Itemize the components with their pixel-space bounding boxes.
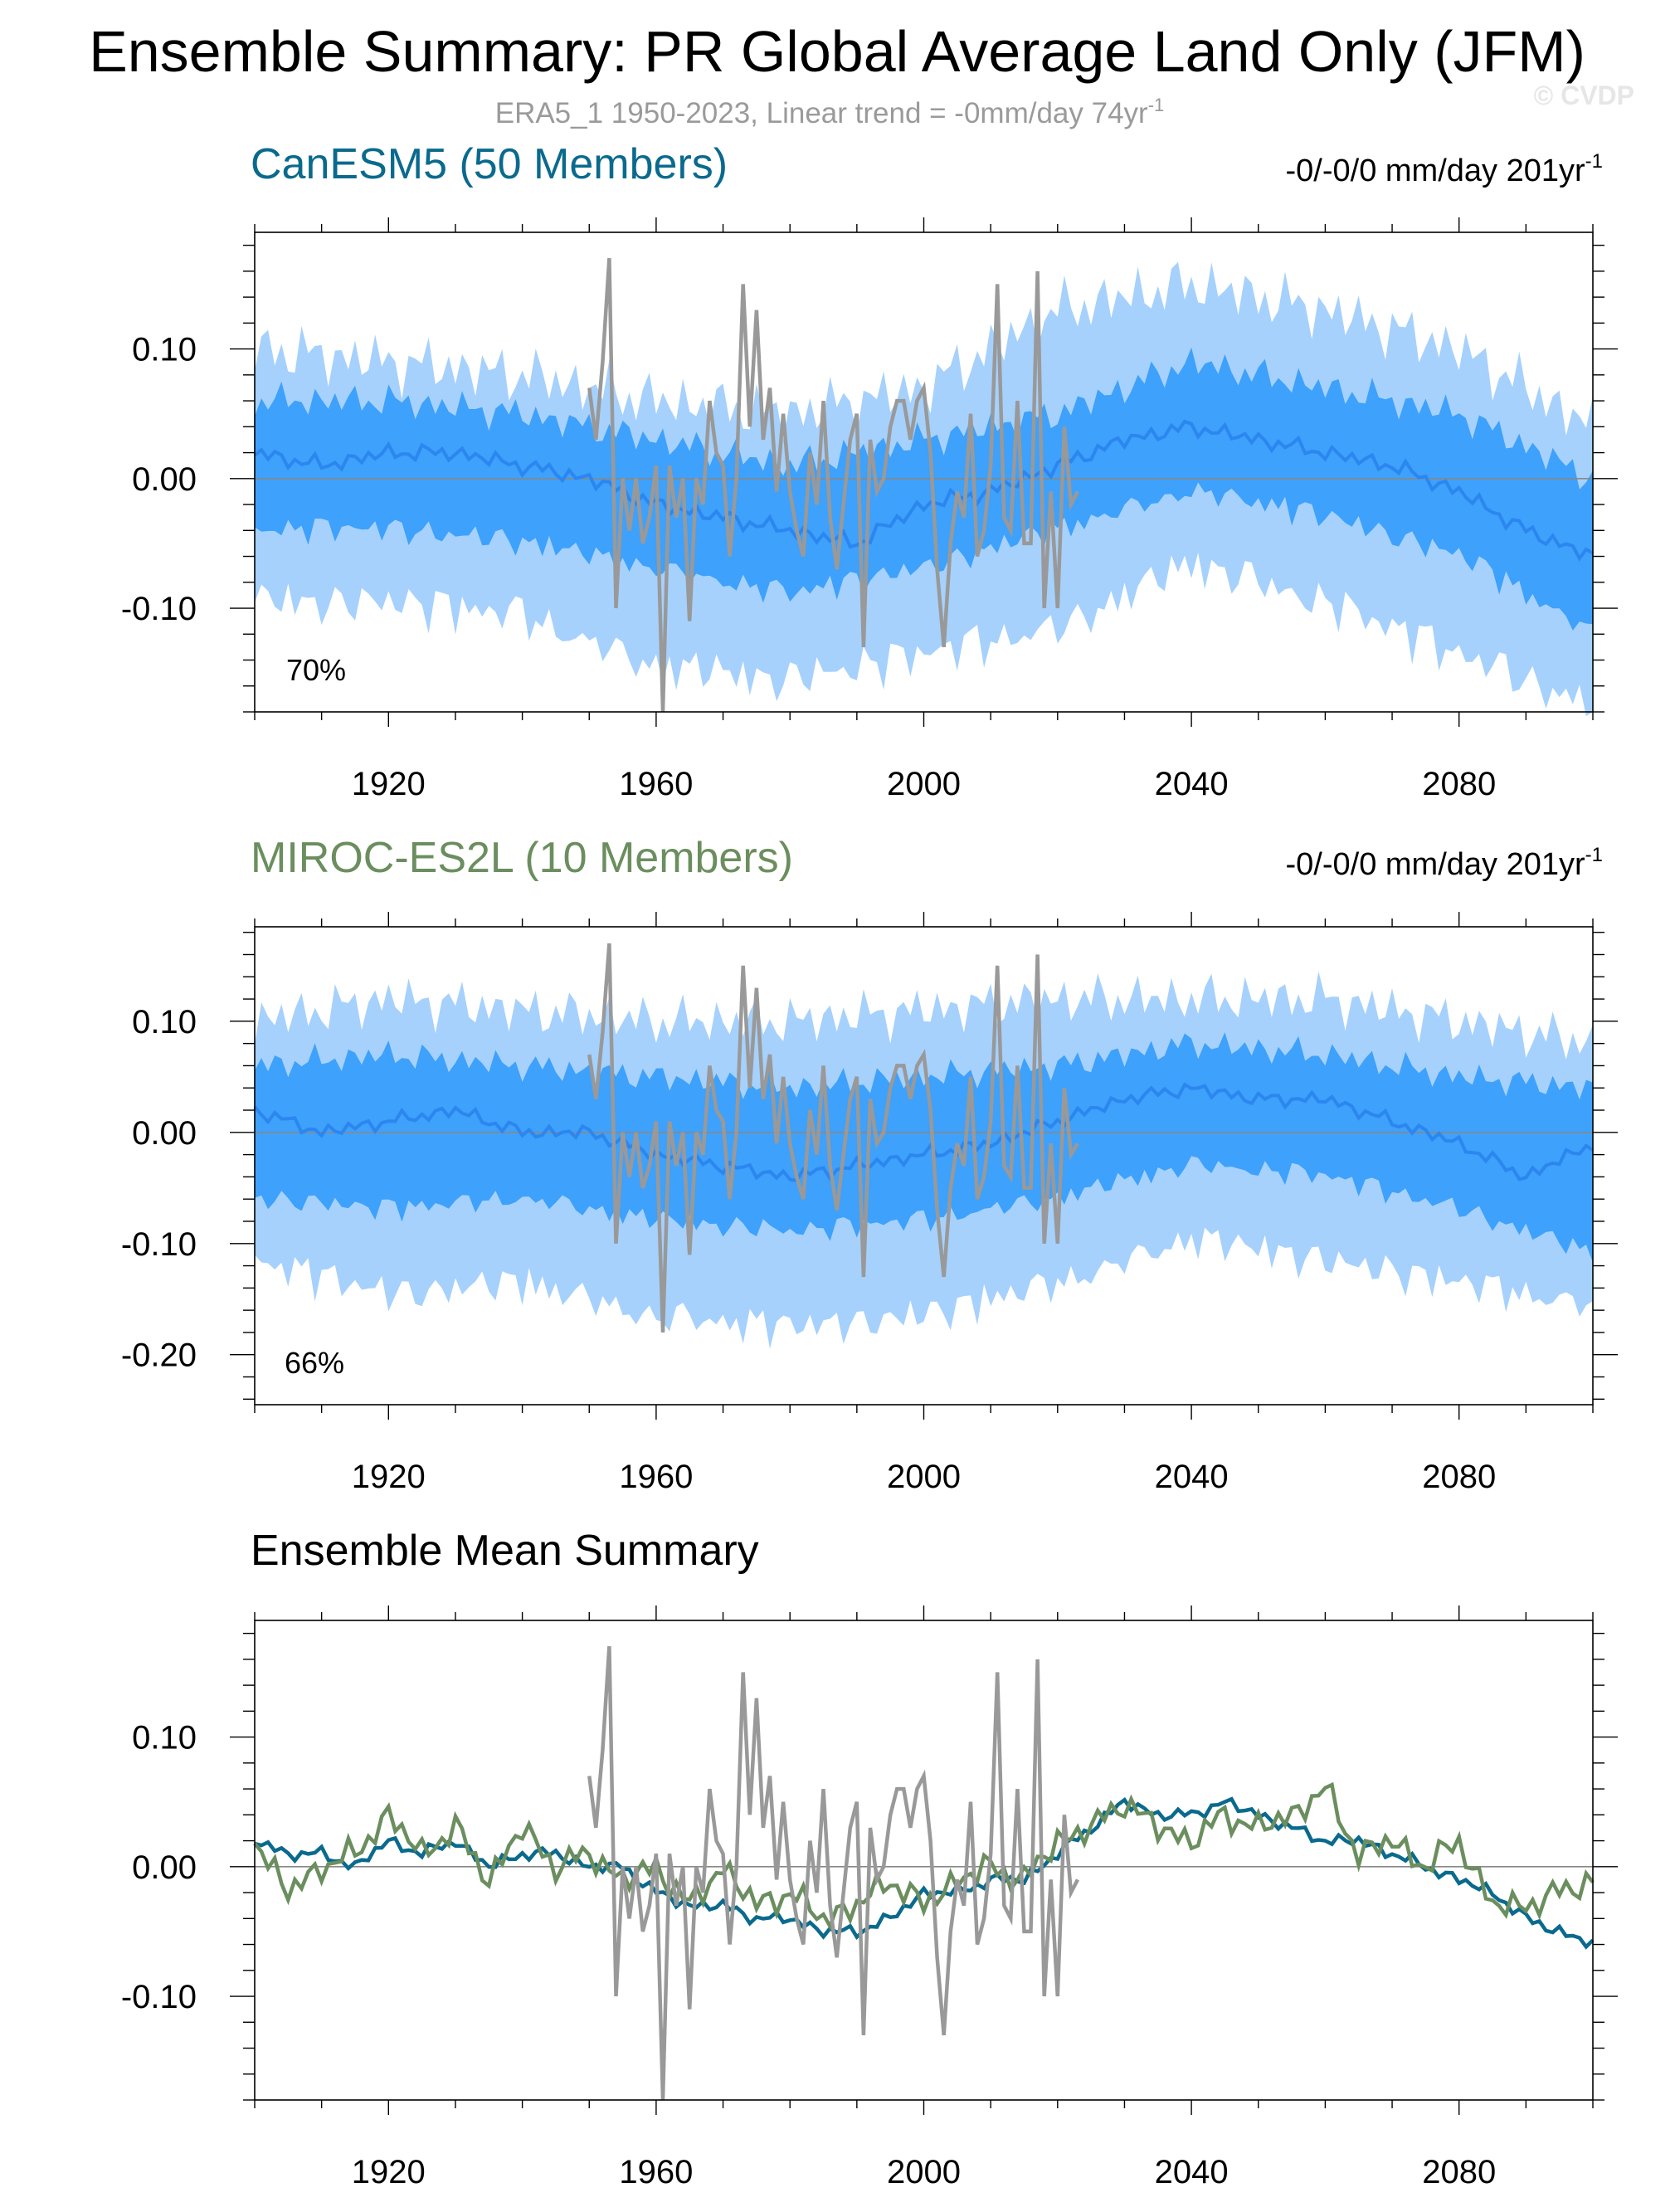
era5-observed-line [587,1646,1079,2101]
canesm5-lines [253,258,1595,713]
canesm5-trend-label: -0/-0/0 mm/day 201yr-1 [1286,150,1603,188]
canesm5-panel: CanESM5 (50 Members) -0/-0/0 mm/day 201y… [121,140,1618,802]
plot-frame [254,1620,1594,2101]
y-tick-label: 0.10 [132,1720,197,1756]
y-tick-label: -0.10 [121,591,197,627]
canesm5-axes: 1920 1960 2000 2040 2080 0.10 0.00 -0.10 [121,217,1618,802]
x-tick-label: 1920 [352,2154,426,2190]
y-tick-label: 0.00 [132,1115,197,1152]
y-tick-label: -0.20 [121,1337,197,1374]
y-tick-label: 0.00 [132,1849,197,1886]
mean-summary-lines [253,1646,1595,2101]
subtitle-superscript: -1 [1148,95,1165,115]
mean-summary-title: Ensemble Mean Summary [251,1527,759,1575]
canesm5-percent-label: 70% [286,653,346,687]
x-tick-label: 2040 [1155,1459,1229,1495]
mean-summary-axes: 1920 1960 2000 2040 2080 0.10 0.00 -0.10 [121,1605,1618,2190]
x-tick-label: 2080 [1422,1459,1496,1495]
y-tick-label: 0.10 [132,1004,197,1040]
canesm5-trend-text: -0/-0/0 mm/day 201yr [1286,153,1585,188]
cvdp-watermark: © CVDP [1534,80,1634,110]
y-tick-label: 0.10 [132,332,197,368]
canesm5-trend-superscript: -1 [1585,150,1603,173]
x-tick-label: 2080 [1422,766,1496,802]
x-tick-label: 2080 [1422,2154,1496,2190]
miroc-spread-bands [255,971,1593,1349]
y-tick-label: 0.00 [132,461,197,498]
x-tick-label: 1960 [619,1459,693,1495]
y-tick-label: -0.10 [121,1226,197,1263]
miroc-panel: MIROC-ES2L (10 Members) -0/-0/0 mm/day 2… [121,834,1618,1495]
ensemble-mean-line [253,1082,1595,1182]
canesm5-spread-bands [255,261,1593,717]
x-tick-label: 1920 [352,766,426,802]
x-tick-label: 1960 [619,766,693,802]
miroc-trend-superscript: -1 [1585,844,1603,866]
x-tick-label: 1920 [352,1459,426,1495]
miroc-trend-label: -0/-0/0 mm/day 201yr-1 [1286,844,1603,882]
subtitle-text: ERA5_1 1950-2023, Linear trend = -0mm/da… [495,97,1148,129]
x-tick-label: 2000 [887,2154,961,2190]
inner-spread-band [255,347,1593,631]
x-tick-label: 1960 [619,2154,693,2190]
x-tick-label: 2000 [887,1459,961,1495]
ensemble-mean-line [253,419,1595,562]
era5-observed-line [587,258,1079,713]
inner-spread-band [255,1032,1593,1263]
x-tick-label: 2040 [1155,766,1229,802]
figure-title: Ensemble Summary: PR Global Average Land… [89,19,1585,84]
x-tick-label: 2040 [1155,2154,1229,2190]
figure-subtitle: ERA5_1 1950-2023, Linear trend = -0mm/da… [495,95,1165,129]
miroc-trend-text: -0/-0/0 mm/day 201yr [1286,847,1585,882]
era5-observed-line [587,943,1079,1333]
y-tick-label: -0.10 [121,1979,197,2015]
x-tick-label: 2000 [887,766,961,802]
mean-summary-panel: Ensemble Mean Summary 1920 1960 2000 2040 20… [121,1527,1618,2190]
canesm5-panel-title: CanESM5 (50 Members) [251,140,728,188]
miroc-mean-line [253,1781,1595,1932]
miroc-axes: 1920 1960 2000 2040 2080 0.10 0.00 -0.10 -0.20 [121,912,1618,1495]
miroc-lines [253,943,1595,1333]
miroc-panel-title: MIROC-ES2L (10 Members) [251,834,793,882]
miroc-percent-label: 66% [285,1346,344,1380]
